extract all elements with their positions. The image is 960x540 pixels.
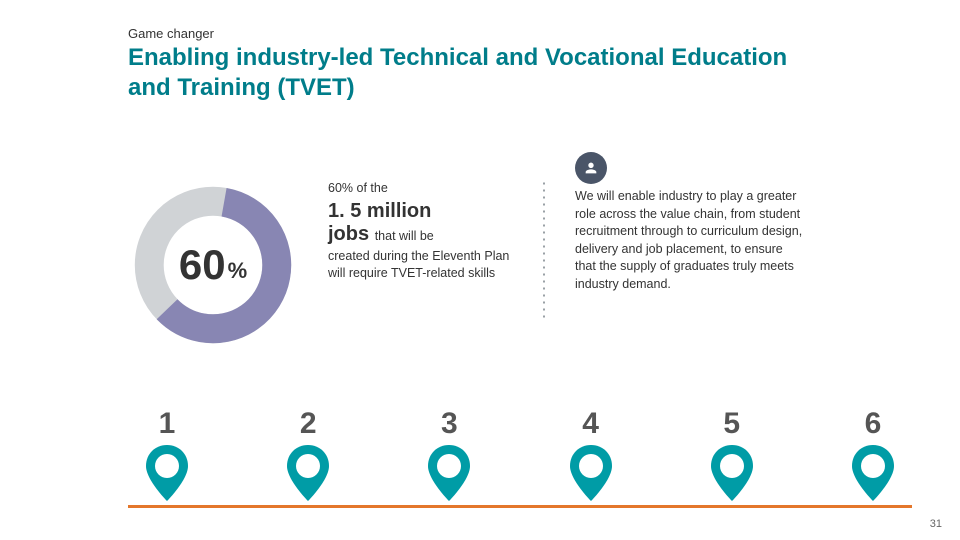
person-icon — [575, 152, 607, 184]
mid-text-block: 60% of the 1. 5 million jobs that will b… — [328, 180, 513, 283]
page-number: 31 — [930, 518, 942, 530]
timeline-pin-4: 4 — [562, 407, 620, 501]
pin-number: 5 — [723, 407, 740, 441]
right-text: We will enable industry to play a greate… — [575, 180, 805, 293]
vertical-dot-divider — [541, 180, 547, 320]
donut-chart: 60 % — [128, 180, 298, 350]
pin-number: 3 — [441, 407, 458, 441]
eyebrow-text: Game changer — [128, 26, 960, 41]
pin-number: 1 — [159, 407, 176, 441]
timeline-pin-1: 1 — [138, 407, 196, 501]
map-pin-icon — [709, 445, 755, 501]
timeline-pin-5: 5 — [703, 407, 761, 501]
pin-number: 6 — [865, 407, 882, 441]
timeline-pin-3: 3 — [420, 407, 478, 501]
donut-value: 60 — [179, 244, 226, 286]
timeline: 1 2 3 4 5 6 — [128, 407, 912, 508]
timeline-pin-6: 6 — [844, 407, 902, 501]
map-pin-icon — [850, 445, 896, 501]
pin-number: 4 — [582, 407, 599, 441]
timeline-baseline — [128, 505, 912, 508]
map-pin-icon — [426, 445, 472, 501]
mid-lead: 60% of the — [328, 180, 513, 198]
donut-unit: % — [228, 258, 248, 284]
map-pin-icon — [144, 445, 190, 501]
page-title: Enabling industry-led Technical and Voca… — [128, 43, 828, 103]
timeline-pin-2: 2 — [279, 407, 337, 501]
map-pin-icon — [568, 445, 614, 501]
mid-big-2-rest: that will be — [375, 229, 434, 243]
mid-rest: created during the Eleventh Plan will re… — [328, 248, 513, 283]
pin-number: 2 — [300, 407, 317, 441]
mid-big-1: 1. 5 million — [328, 200, 431, 222]
mid-big-2: jobs — [328, 223, 369, 245]
map-pin-icon — [285, 445, 331, 501]
